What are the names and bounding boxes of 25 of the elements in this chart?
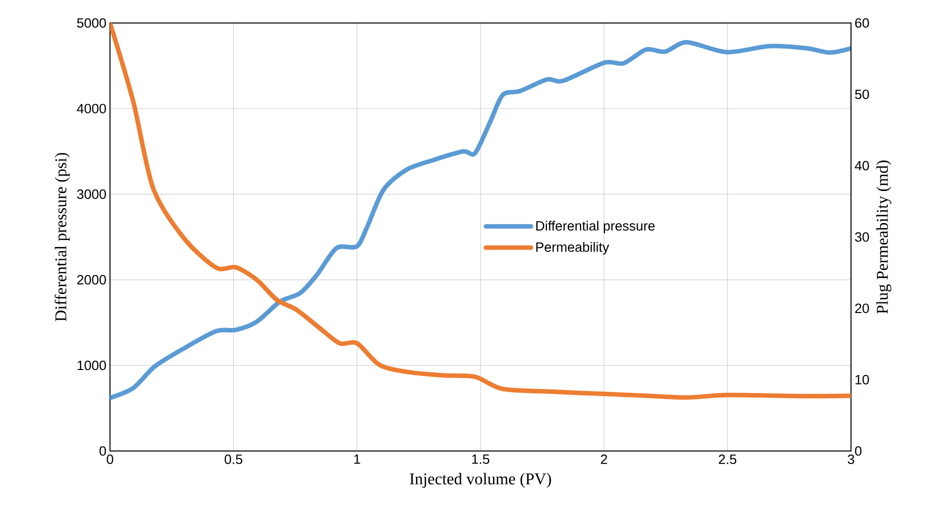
y2-tick-label: 10	[856, 374, 869, 384]
y-tick-label: 2000	[77, 275, 106, 285]
x-tick-label: 1.5	[472, 454, 490, 464]
y2-tick-label: 0	[855, 446, 862, 456]
y2-tick-label: 60	[855, 18, 869, 28]
x-tick-label: 1	[354, 454, 360, 464]
y-tick-label: 5000	[77, 18, 106, 28]
y-axis-title: Differential pressure (psi)	[54, 152, 70, 322]
x-tick-label: 0	[106, 454, 114, 464]
y2-tick-label: 30	[855, 232, 869, 242]
x-tick-label: 3	[848, 454, 854, 464]
x-tick-label: 0.5	[224, 454, 242, 464]
y2-tick-label: 20	[855, 304, 869, 314]
x-tick-label: 2.5	[718, 454, 736, 464]
legend-label: Permeability	[536, 242, 610, 255]
y-tick-label: 3000	[77, 189, 106, 199]
x-tick-label: 2	[600, 454, 608, 464]
y2-tick-label: 40	[854, 160, 869, 170]
x-axis-title: Injected volume (PV)	[410, 472, 552, 488]
y-tick-label: 0	[100, 446, 106, 456]
y-tick-label: 4000	[76, 104, 106, 114]
y-tick-label: 1000	[78, 360, 106, 370]
y2-axis-title: Plug Permeability (md)	[876, 160, 892, 314]
legend-label: Differential pressure	[536, 220, 655, 234]
y2-tick-label: 50	[855, 90, 869, 100]
